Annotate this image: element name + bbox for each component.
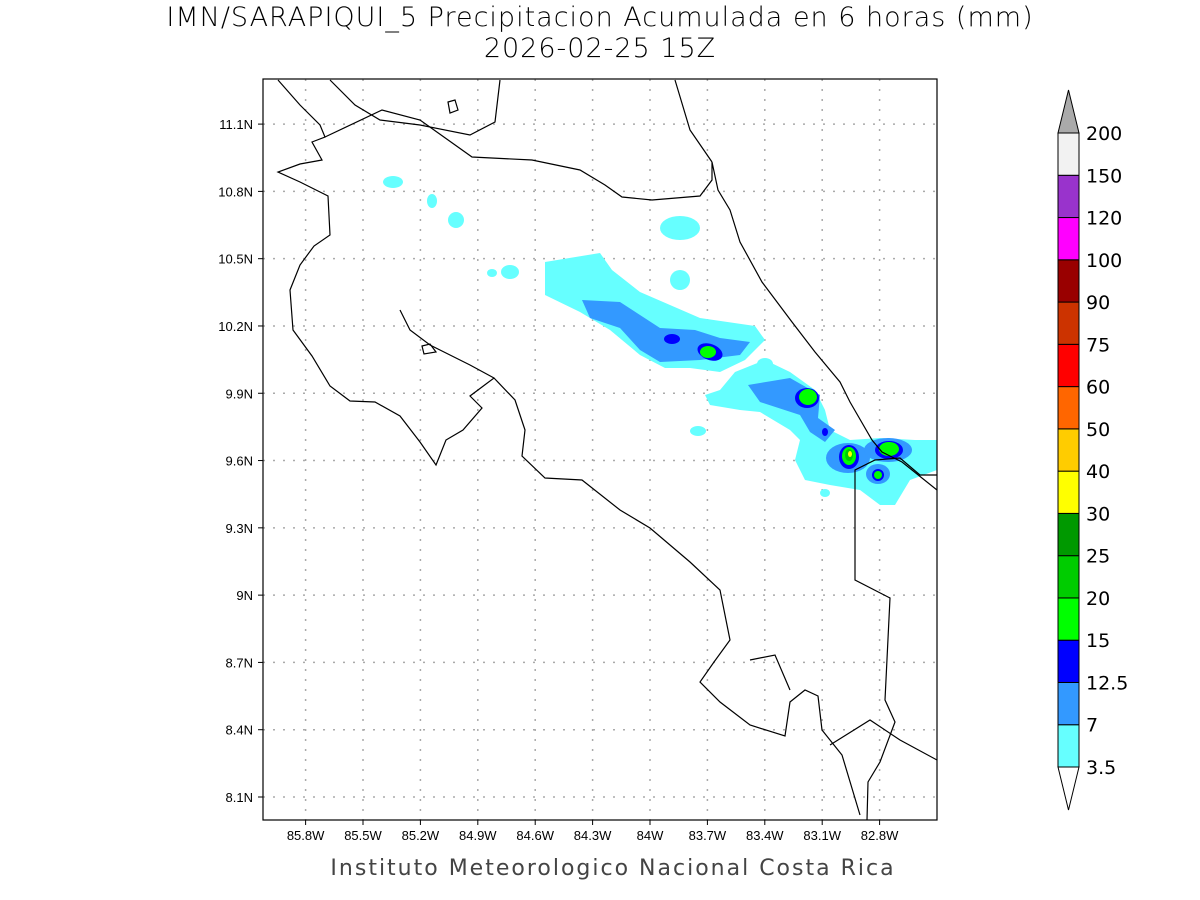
colorbar-swatch [1057, 301, 1080, 345]
colorbar-label: 60 [1086, 377, 1110, 399]
precip-15 [700, 346, 899, 479]
colorbar-swatch [1057, 555, 1080, 599]
axis-ticks: 85.8W 85.5W 85.2W 84.9W 84.6W 84.3W 84W 83.7W 83… [218, 117, 899, 843]
colorbar-over-triangle [1057, 89, 1080, 134]
lat-tick-label: 10.2N [218, 319, 253, 334]
colorbar-label: 150 [1086, 165, 1122, 187]
colorbar-swatch [1057, 386, 1080, 430]
lat-tick-label: 11.1N [219, 117, 253, 132]
colorbar-swatch [1057, 512, 1080, 557]
lat-tick-label: 10.5N [218, 252, 253, 267]
lon-tick-label: 85.5W [344, 828, 382, 843]
colorbar-swatch [1057, 343, 1080, 388]
lon-tick-label: 85.2W [402, 828, 440, 843]
colorbar-swatch [1057, 217, 1080, 261]
lon-tick-label: 84W [637, 828, 664, 843]
lon-tick-label: 83.1W [803, 828, 841, 843]
colorbar-label: 12.5 [1086, 672, 1128, 694]
lon-tick-label: 84.6W [516, 828, 554, 843]
lat-tick-label: 9.3N [226, 521, 253, 536]
coastline [276, 79, 937, 820]
lat-tick-label: 10.8N [218, 184, 253, 199]
chart-title: IMN/SARAPIQUI_5 Precipitacion Acumulada … [166, 2, 1034, 33]
lon-tick-label: 84.3W [574, 828, 612, 843]
colorbar-label: 40 [1086, 461, 1110, 483]
colorbar-swatch [1057, 174, 1080, 219]
colorbar-swatch [1057, 470, 1080, 514]
lon-tick-label: 83.7W [689, 828, 727, 843]
colorbar-label: 90 [1086, 292, 1110, 314]
colorbar-label: 3.5 [1086, 757, 1116, 779]
colorbar-label: 15 [1086, 630, 1110, 652]
colorbar-label: 30 [1086, 503, 1110, 525]
colorbar-label: 200 [1086, 123, 1122, 145]
lat-tick-label: 9N [236, 588, 253, 603]
lat-tick-label: 9.9N [226, 386, 253, 401]
colorbar-swatch [1057, 428, 1080, 472]
chart-subtitle: 2026-02-25 15Z [483, 33, 717, 64]
colorbar-label: 75 [1086, 334, 1110, 356]
lon-tick-label: 83.4W [746, 828, 784, 843]
lat-tick-label: 8.4N [226, 723, 253, 738]
map-frame [262, 78, 938, 821]
lat-tick-label: 8.1N [226, 790, 253, 805]
lon-tick-label: 82.8W [861, 828, 899, 843]
colorbar-label: 20 [1086, 588, 1110, 610]
lon-tick-label: 84.9W [459, 828, 497, 843]
colorbar-swatch [1057, 259, 1080, 303]
colorbar-swatch [1057, 597, 1080, 641]
colorbar-swatch [1057, 132, 1080, 176]
colorbar-swatch [1057, 639, 1080, 683]
colorbar-label: 7 [1086, 715, 1098, 737]
colorbar: 3.5 7 12.5 15 20 25 30 40 50 60 75 90 100 120 150 200 [1057, 89, 1128, 811]
colorbar-swatch [1057, 724, 1080, 768]
lon-tick-label: 85.8W [287, 828, 325, 843]
colorbar-label: 100 [1086, 250, 1122, 272]
lat-tick-label: 9.6N [226, 454, 253, 469]
colorbar-label: 50 [1086, 419, 1110, 441]
precipitation-field [383, 176, 937, 505]
colorbar-label: 120 [1086, 208, 1122, 230]
footer-credit: Instituto Meteorologico Nacional Costa R… [330, 856, 896, 881]
precip-30 [848, 451, 852, 457]
colorbar-label: 25 [1086, 546, 1110, 568]
colorbar-under-triangle [1057, 766, 1080, 811]
colorbar-swatch [1057, 681, 1080, 726]
lat-tick-label: 8.7N [226, 655, 253, 670]
